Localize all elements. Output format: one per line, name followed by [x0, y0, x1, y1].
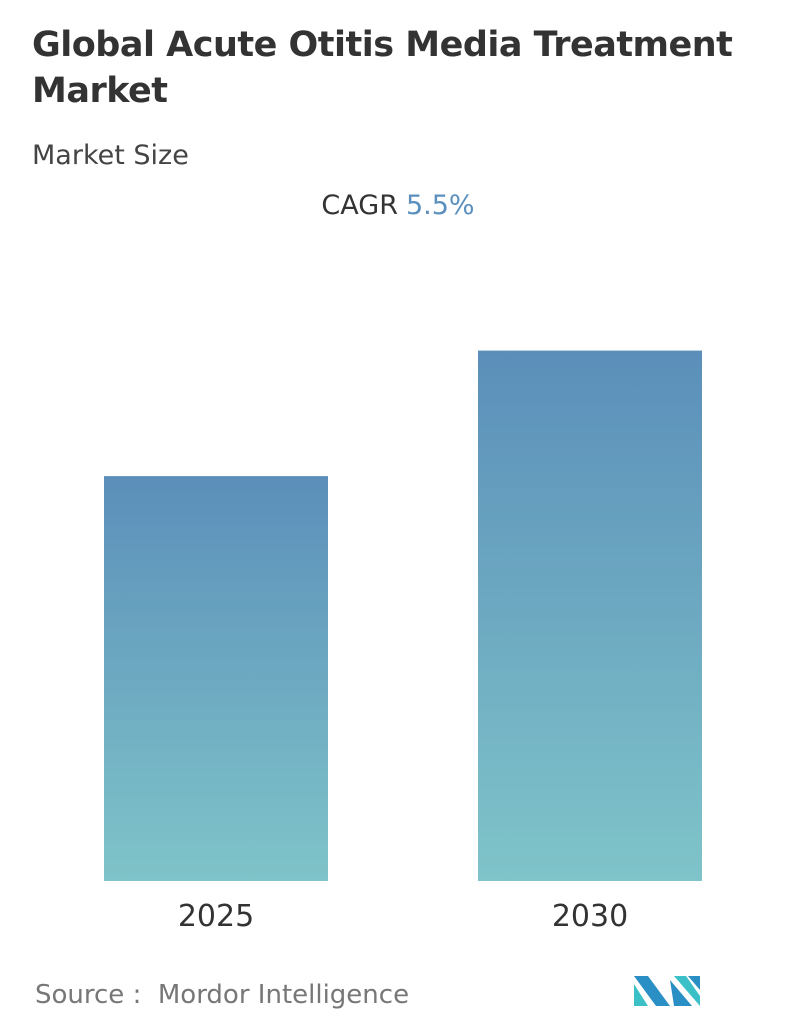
bar-chart: 2025 2030 [104, 350, 702, 934]
bar-2025 [104, 476, 328, 881]
source-name: Mordor Intelligence [157, 980, 410, 1010]
source-label: Source : [35, 980, 142, 1010]
x-tick-label: 2025 [178, 899, 254, 934]
mordor-logo-icon [634, 976, 700, 1006]
cagr-text: CAGR [321, 190, 398, 221]
chart-title: Global Acute Otitis Media Treatment Mark… [32, 25, 733, 111]
x-tick-label: 2030 [552, 899, 628, 934]
cagr-label: CAGR 5.5% [0, 190, 796, 221]
bar-2030 [478, 350, 702, 881]
source-note: Source : Mordor Intelligence [35, 980, 409, 1010]
cagr-value: 5.5% [405, 190, 475, 221]
chart-subtitle: Market Size [32, 140, 189, 171]
